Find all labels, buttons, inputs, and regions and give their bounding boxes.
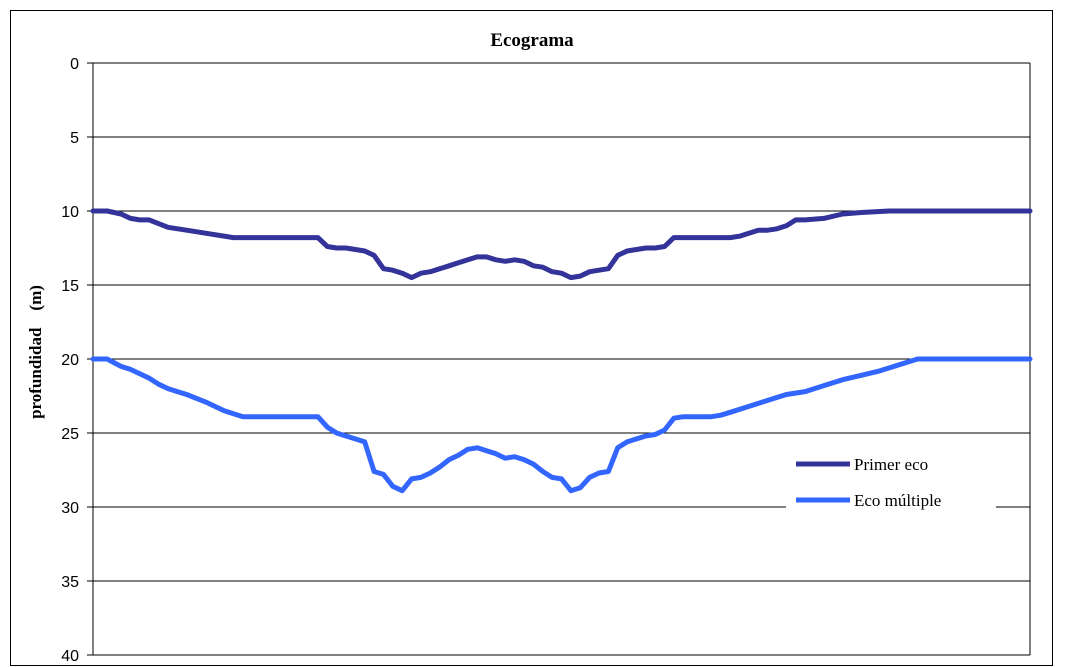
y-tick-label: 10 — [61, 204, 79, 221]
series-layer — [90, 208, 1033, 494]
y-tick-label: 40 — [61, 648, 79, 665]
y-tick-label: 25 — [61, 426, 79, 443]
legend-label-eco-multiple: Eco múltiple — [854, 491, 941, 510]
y-tick-label: 5 — [70, 130, 79, 147]
series-line-primer-eco — [90, 208, 1033, 281]
y-tick-label: 15 — [61, 278, 79, 295]
y-tick-label: 30 — [61, 500, 79, 517]
chart-frame: Ecograma 0 5 10 15 20 25 30 35 40 profundidad (m… — [10, 10, 1053, 666]
legend: Primer eco Eco múltiple — [786, 446, 996, 516]
series-line-eco-multiple — [90, 356, 1033, 494]
ecograma-chart: Ecograma 0 5 10 15 20 25 30 35 40 profundidad (m… — [26, 30, 1033, 665]
y-tick-label: 0 — [70, 56, 79, 73]
y-tick-label: 20 — [61, 352, 79, 369]
y-tick-label: 35 — [61, 574, 79, 591]
y-axis-label: profundidad (m) — [26, 285, 45, 419]
y-tick-labels: 0 5 10 15 20 25 30 35 40 — [61, 56, 79, 665]
grid-layer — [87, 62, 1031, 656]
legend-label-primer-eco: Primer eco — [854, 455, 928, 474]
chart-title: Ecograma — [490, 30, 574, 51]
legend-background — [786, 446, 996, 516]
